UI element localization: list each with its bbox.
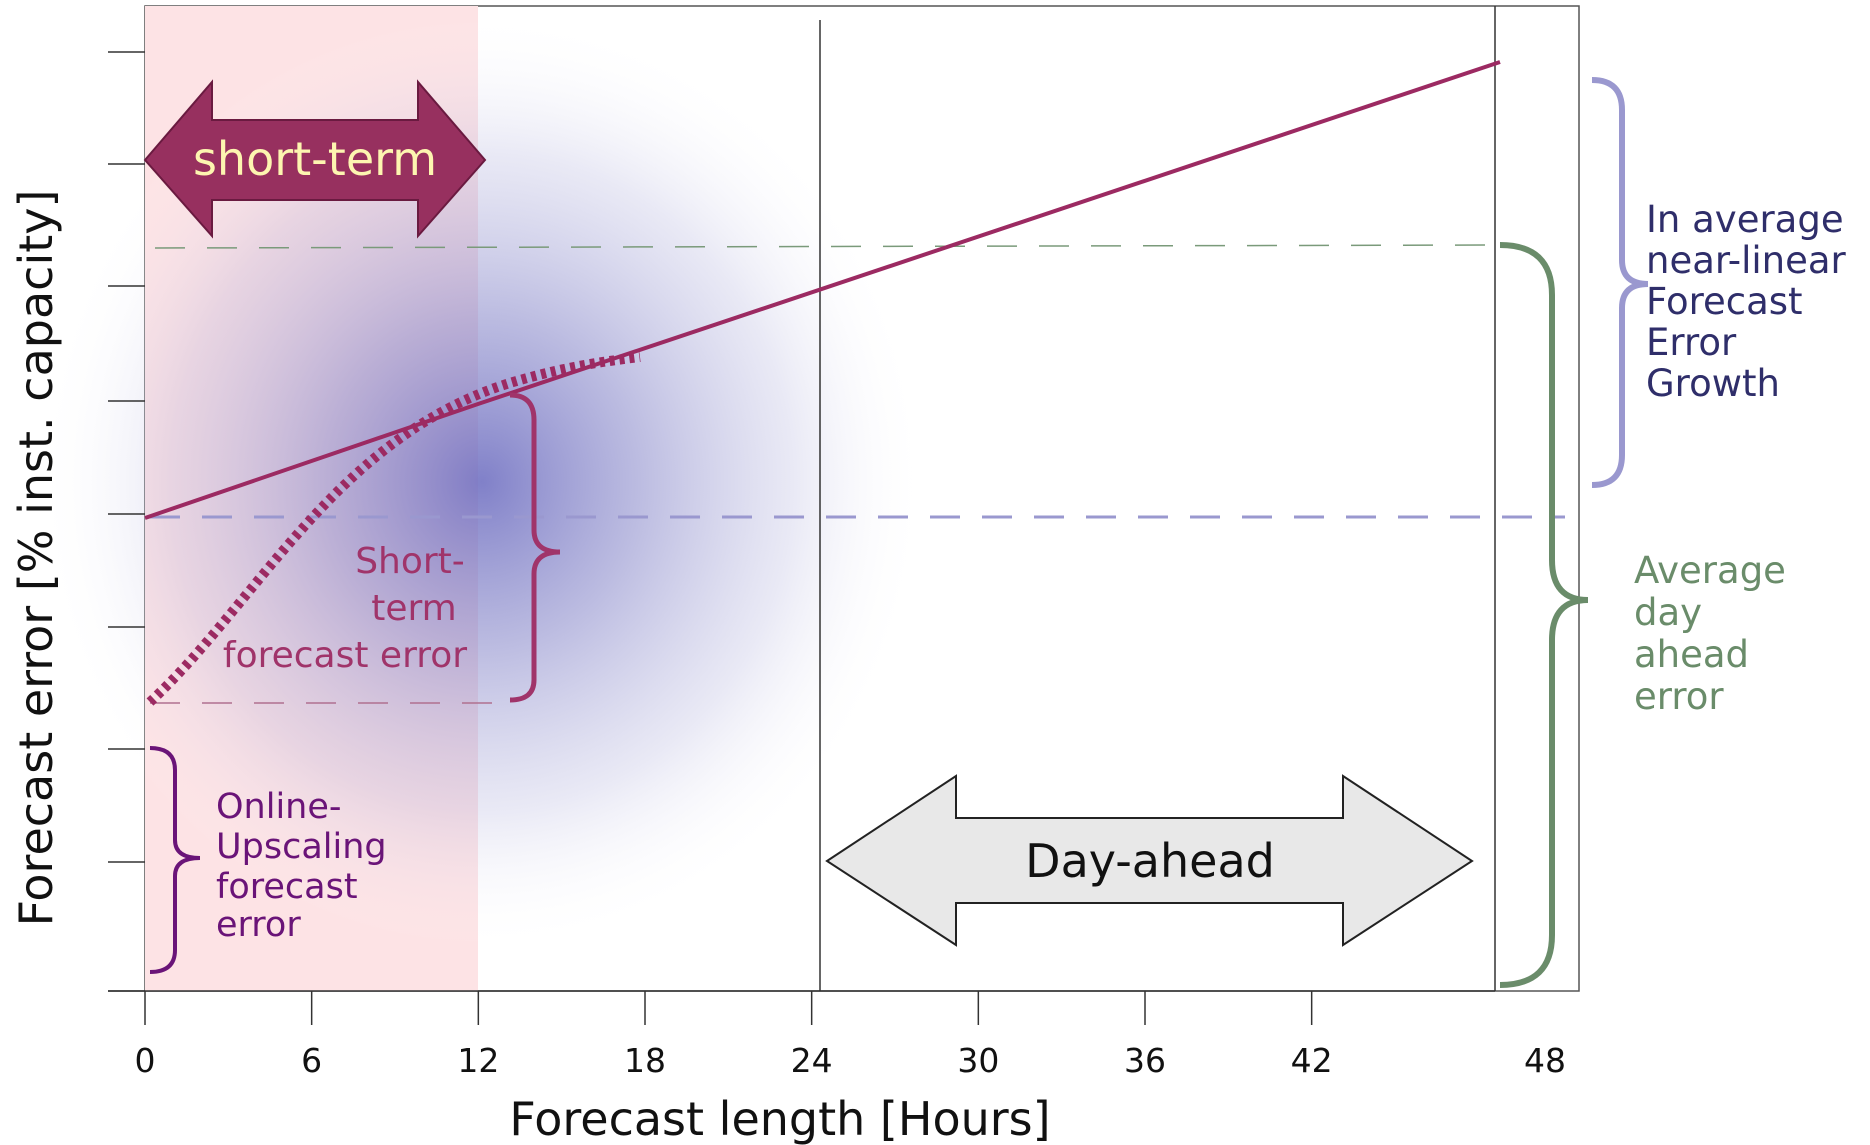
x-axis-label: Forecast length [Hours] bbox=[509, 1092, 1050, 1145]
x-tick-label-36: 36 bbox=[1124, 1041, 1166, 1080]
near-linear-text: In average near-linear Forecast Error Gr… bbox=[1646, 198, 1847, 405]
x-tick-label-48: 48 bbox=[1524, 1041, 1566, 1080]
svg-text:term: term bbox=[371, 588, 457, 629]
day-ahead-arrow bbox=[825, 774, 1474, 947]
svg-text:error: error bbox=[1634, 675, 1724, 718]
day-ahead-error-brace bbox=[1499, 242, 1589, 988]
svg-text:Average: Average bbox=[1634, 549, 1786, 592]
x-tick-label-6: 6 bbox=[301, 1041, 322, 1080]
svg-text:error: error bbox=[216, 905, 301, 945]
svg-text:Short-: Short- bbox=[355, 541, 465, 582]
svg-text:ahead: ahead bbox=[1634, 633, 1749, 676]
x-axis: 0 6 12 18 24 30 36 42 48 bbox=[108, 990, 1566, 1080]
short-term-arrow bbox=[143, 79, 487, 239]
y-axis-label: Forecast error [% inst. capacity] bbox=[9, 190, 63, 927]
series-short-term-error bbox=[146, 352, 641, 706]
short-term-error-brace bbox=[509, 392, 561, 703]
x-tick-label-24: 24 bbox=[791, 1041, 833, 1080]
day-ahead-error-text: Average day ahead error bbox=[1634, 549, 1786, 718]
svg-text:Error: Error bbox=[1646, 321, 1737, 364]
near-linear-brace bbox=[1591, 77, 1649, 488]
short-term-error-text: Short- term forecast error bbox=[223, 541, 467, 676]
online-upscaling-text: Online- Upscaling forecast error bbox=[216, 787, 387, 945]
day-ahead-label: Day-ahead bbox=[1025, 834, 1275, 888]
svg-text:forecast error: forecast error bbox=[223, 635, 467, 676]
svg-text:forecast: forecast bbox=[216, 867, 358, 907]
svg-text:near-linear: near-linear bbox=[1646, 239, 1847, 282]
short-term-label: short-term bbox=[193, 132, 437, 186]
svg-text:Upscaling: Upscaling bbox=[216, 827, 387, 867]
x-tick-label-12: 12 bbox=[457, 1041, 499, 1080]
dashed-line-green bbox=[154, 244, 1501, 249]
y-ticks bbox=[108, 51, 145, 992]
svg-text:day: day bbox=[1634, 591, 1702, 634]
svg-text:Online-: Online- bbox=[216, 787, 342, 827]
x-tick-label-42: 42 bbox=[1291, 1041, 1333, 1080]
svg-text:Forecast: Forecast bbox=[1646, 280, 1803, 323]
svg-text:Growth: Growth bbox=[1646, 362, 1780, 405]
x-tick-label-18: 18 bbox=[624, 1041, 666, 1080]
x-tick-label-30: 30 bbox=[957, 1041, 999, 1080]
online-upscaling-brace bbox=[149, 746, 201, 974]
svg-text:In average: In average bbox=[1646, 198, 1844, 241]
x-tick-label-0: 0 bbox=[135, 1041, 156, 1080]
series-linear-error bbox=[144, 60, 1501, 520]
